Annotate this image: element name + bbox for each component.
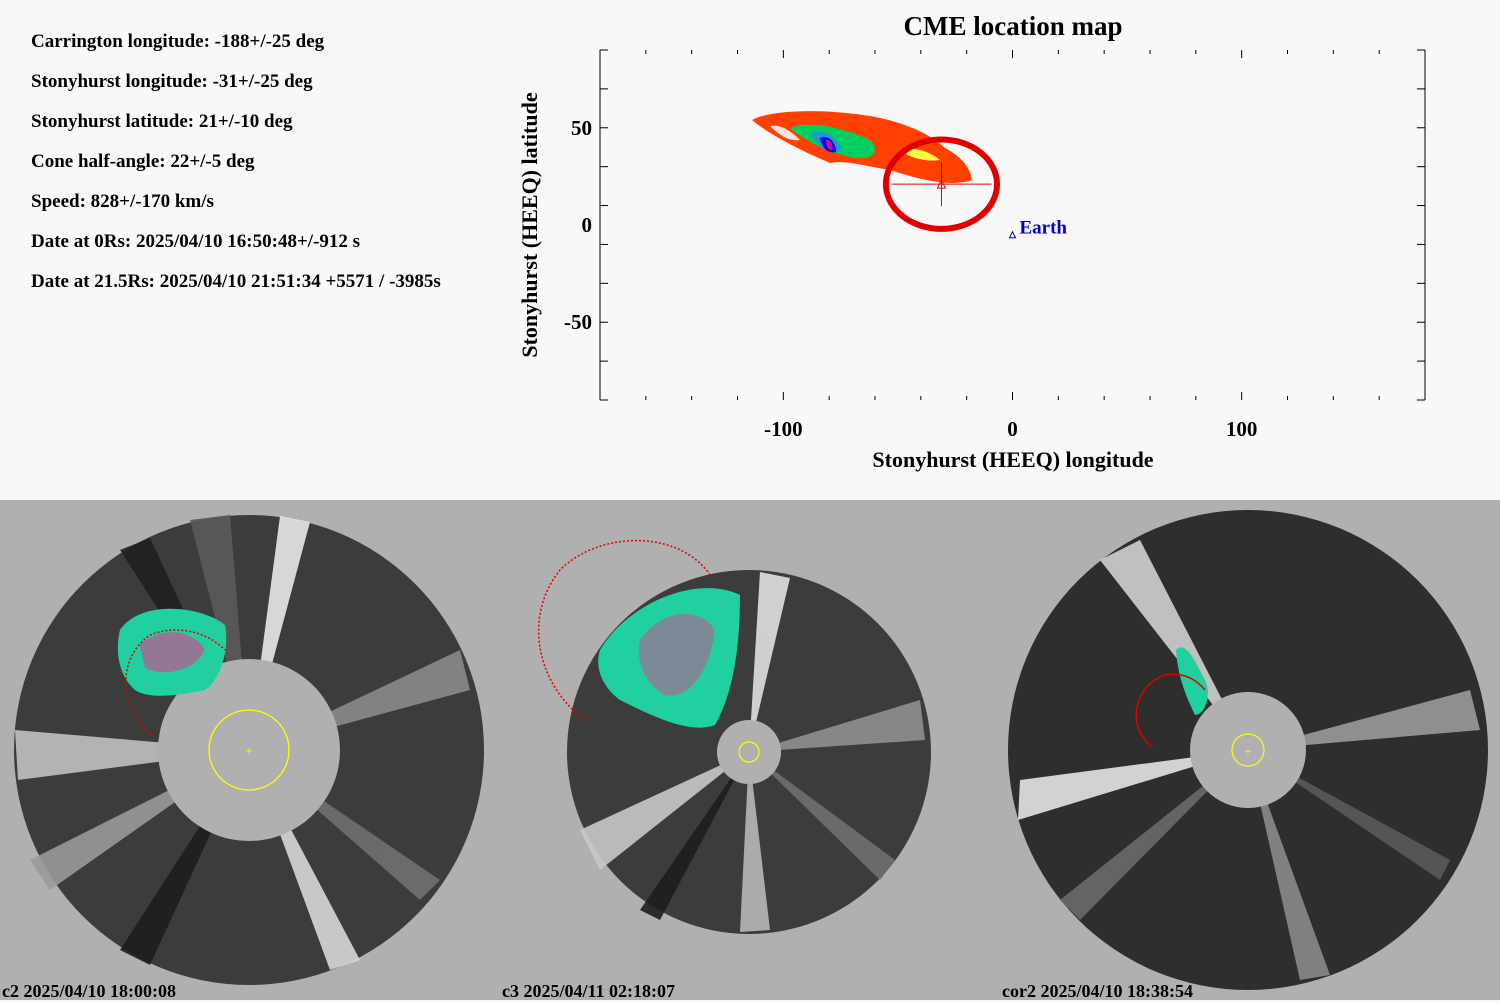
y-tick-label: 50 <box>571 116 592 140</box>
x-axis-label: Stonyhurst (HEEQ) longitude <box>872 447 1153 472</box>
c3-cme-core <box>638 613 715 696</box>
c3-occulter <box>717 720 781 784</box>
earth-label: Earth <box>1020 218 1068 239</box>
cor2-cone-projection <box>1135 673 1206 748</box>
cor2-sun-center: + <box>1245 744 1252 758</box>
earth-marker: Earth <box>1008 218 1068 239</box>
y-tick-label: -50 <box>564 310 592 334</box>
cme-estimate-marker <box>882 136 1001 232</box>
cor2-cme-contour <box>1176 647 1208 715</box>
info-date-21rs: Date at 21.5Rs: 2025/04/10 21:51:34 +557… <box>31 271 441 292</box>
info-cone-half-angle: Cone half-angle: 22+/-5 deg <box>31 151 255 172</box>
chart-title: CME location map <box>904 11 1123 41</box>
c2-sun-disk <box>208 709 290 791</box>
cor2-sun-disk <box>1231 733 1265 767</box>
info-stonyhurst-longitude: Stonyhurst longitude: -31+/-25 deg <box>31 71 313 92</box>
panel-c3-label: c3 2025/04/11 02:18:07 <box>502 981 675 1001</box>
plot-axes <box>599 50 1426 400</box>
x-tick-label: 0 <box>1007 417 1018 441</box>
estimate-point <box>936 179 947 189</box>
y-tick-label: 0 <box>582 213 593 237</box>
earth-point <box>1008 230 1017 239</box>
x-tick-label: 100 <box>1226 417 1258 441</box>
error-ellipse <box>882 136 1001 232</box>
top-area: Carrington longitude: -188+/-25 deg Ston… <box>0 0 1500 500</box>
panel-c2-label: c2 2025/04/10 18:00:08 <box>2 981 176 1001</box>
panel-cor2-image: + <box>1008 510 1488 990</box>
c2-sun-center: + <box>245 743 252 758</box>
panel-c2-image: + <box>14 515 484 985</box>
cme-contour-blob <box>752 111 972 183</box>
panel-cor2: cor2 2025/04/10 18:38:54 <box>1000 500 1500 1001</box>
cor2-streamers <box>1018 540 1480 980</box>
info-stonyhurst-latitude: Stonyhurst latitude: 21+/-10 deg <box>31 111 293 132</box>
info-carrington-longitude: Carrington longitude: -188+/-25 deg <box>31 31 325 52</box>
c3-streamers <box>580 572 925 932</box>
panel-c3-image <box>537 539 931 934</box>
info-date-0rs: Date at 0Rs: 2025/04/10 16:50:48+/-912 s <box>31 231 361 252</box>
cor2-occulter <box>1190 692 1306 808</box>
contour-edge <box>900 148 940 161</box>
coronagraph-images: + <box>14 510 1488 990</box>
c2-occulter <box>158 659 340 841</box>
panel-cor2-label: cor2 2025/04/10 18:38:54 <box>1002 981 1193 1001</box>
contour-gap <box>770 125 800 141</box>
c2-cone-projection <box>125 629 226 736</box>
panel-c3: c3 2025/04/11 02:18:07 <box>500 500 1000 1001</box>
info-speed: Speed: 828+/-170 km/s <box>31 191 214 212</box>
y-axis-label: Stonyhurst (HEEQ) latitude <box>517 92 542 357</box>
c3-sun-disk <box>738 741 760 763</box>
c2-cme-core <box>140 632 205 673</box>
x-tick-label: -100 <box>764 417 803 441</box>
coronagraph-panels: + <box>0 500 1500 1001</box>
cme-location-map: CME location map -100 0 100 -50 0 50 Earth St… <box>517 11 1426 472</box>
axis-ticks: -100 0 100 -50 0 50 <box>564 49 1426 441</box>
c3-cone-projection <box>537 539 711 723</box>
contour-peak <box>826 139 833 150</box>
panel-c2: c2 2025/04/10 18:00:08 <box>0 500 500 1001</box>
